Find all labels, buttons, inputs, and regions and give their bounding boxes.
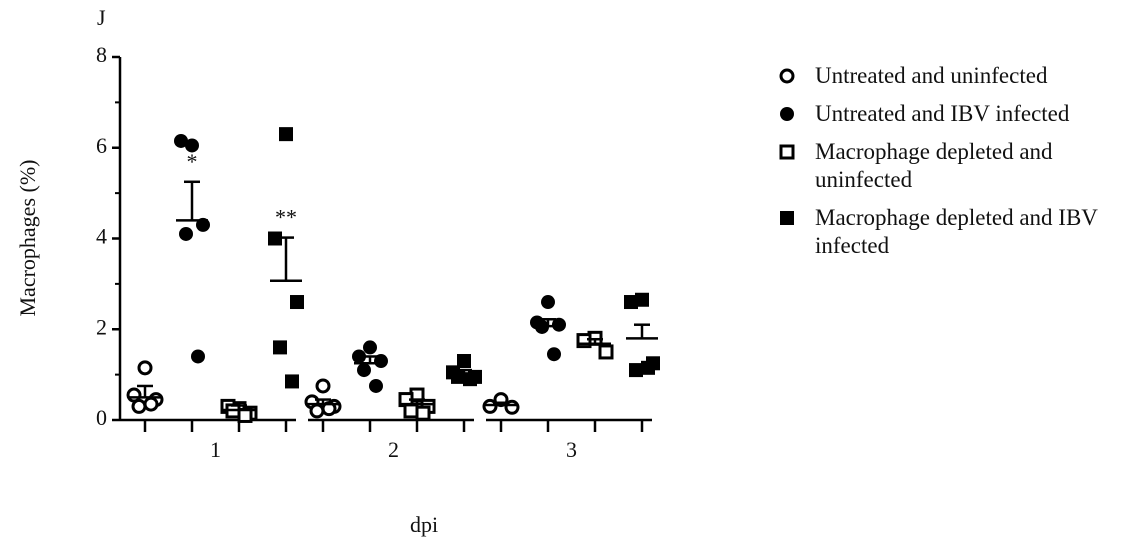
legend-symbol: [780, 107, 794, 121]
data-point: [143, 396, 159, 412]
data-point: [403, 403, 419, 419]
y-tick-label: 2: [96, 314, 107, 339]
x-tick-label: 2: [388, 437, 399, 462]
legend-label: Macrophage depleted and IBV infected: [815, 205, 1098, 258]
legend-item: Untreated and IBV infected: [775, 100, 1105, 128]
data-point: [174, 133, 188, 148]
data-point: [131, 398, 147, 414]
data-point: [624, 295, 638, 310]
data-point: [552, 317, 566, 332]
x-tick-label: 3: [566, 437, 577, 462]
data-point: [363, 340, 377, 355]
data-point: [273, 340, 287, 355]
y-tick-label: 6: [96, 133, 107, 158]
data-point: [641, 360, 655, 375]
data-point: [137, 360, 153, 376]
data-point: [191, 349, 205, 364]
y-axis-label: Macrophages (%): [15, 160, 40, 317]
annotation: *: [187, 149, 198, 174]
data-point: [309, 403, 325, 419]
data-point: [598, 344, 614, 360]
data-point: [541, 295, 555, 310]
legend-item: Macrophage depleted and uninfected: [775, 138, 1105, 194]
legend-marker: [779, 68, 795, 84]
legend-symbol: [779, 144, 795, 160]
legend-marker: [780, 107, 794, 121]
data-point: [457, 354, 471, 369]
data-point: [268, 231, 282, 246]
data-point: [279, 127, 293, 142]
y-tick-label: 8: [96, 42, 107, 67]
data-point: [547, 347, 561, 362]
data-point: [290, 295, 304, 310]
y-tick-label: 0: [96, 405, 107, 430]
data-point: [179, 226, 193, 241]
data-point: [321, 401, 337, 417]
legend-marker: [780, 211, 794, 225]
legend-symbol: [780, 211, 794, 225]
legend: Untreated and uninfected Untreated and IB…: [775, 62, 1105, 270]
y-tick-label: 4: [96, 224, 107, 249]
legend-label: Untreated and IBV infected: [815, 101, 1070, 126]
legend-label: Macrophage depleted and uninfected: [815, 139, 1053, 192]
data-point: [352, 349, 366, 364]
legend-symbol: [779, 68, 795, 84]
data-point: [285, 374, 299, 389]
x-tick-label: 1: [210, 437, 221, 462]
data-point: [357, 363, 371, 378]
data-point: [415, 405, 431, 421]
data-point: [369, 378, 383, 393]
data-point: [629, 363, 643, 378]
legend-item: Untreated and uninfected: [775, 62, 1105, 90]
data-point: [185, 138, 199, 153]
data-point: [315, 378, 331, 394]
legend-marker: [779, 144, 795, 160]
annotation: **: [275, 205, 297, 230]
legend-label: Untreated and uninfected: [815, 63, 1048, 88]
data-point: [635, 292, 649, 307]
x-axis-label: dpi: [410, 512, 438, 537]
panel-label: J: [97, 5, 106, 30]
legend-item: Macrophage depleted and IBV infected: [775, 204, 1105, 260]
